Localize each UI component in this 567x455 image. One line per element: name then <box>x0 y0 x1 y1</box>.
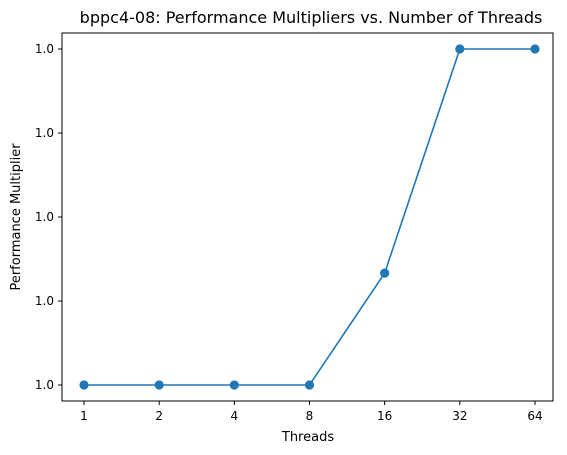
y-tick-label: 1.0 <box>35 210 54 224</box>
x-axis-ticks: 1 2 4 8 16 32 64 <box>80 401 543 423</box>
x-tick-label: 2 <box>155 409 163 423</box>
series-points <box>79 44 540 390</box>
data-point <box>304 380 315 390</box>
x-tick-label: 4 <box>231 409 239 423</box>
y-axis-ticks: 1.0 1.0 1.0 1.0 1.0 <box>35 42 62 392</box>
data-point <box>380 268 390 278</box>
x-tick-label: 8 <box>306 409 314 423</box>
chart-title: bppc4-08: Performance Multipliers vs. Nu… <box>80 8 543 27</box>
data-point <box>455 44 465 54</box>
x-tick-label: 1 <box>80 409 88 423</box>
x-tick-label: 64 <box>527 409 542 423</box>
data-point <box>79 380 89 390</box>
y-tick-label: 1.0 <box>35 378 54 392</box>
data-point <box>154 380 164 390</box>
x-tick-label: 16 <box>377 409 392 423</box>
y-axis-label: Performance Multiplier <box>9 143 24 291</box>
y-tick-label: 1.0 <box>35 126 54 140</box>
y-tick-label: 1.0 <box>35 42 54 56</box>
data-point <box>530 44 540 54</box>
plot-frame <box>61 32 554 402</box>
x-tick-label: 32 <box>452 409 467 423</box>
x-axis-label: Threads <box>281 430 334 445</box>
series-line <box>84 48 535 386</box>
data-point <box>229 380 239 390</box>
y-tick-label: 1.0 <box>35 294 54 308</box>
